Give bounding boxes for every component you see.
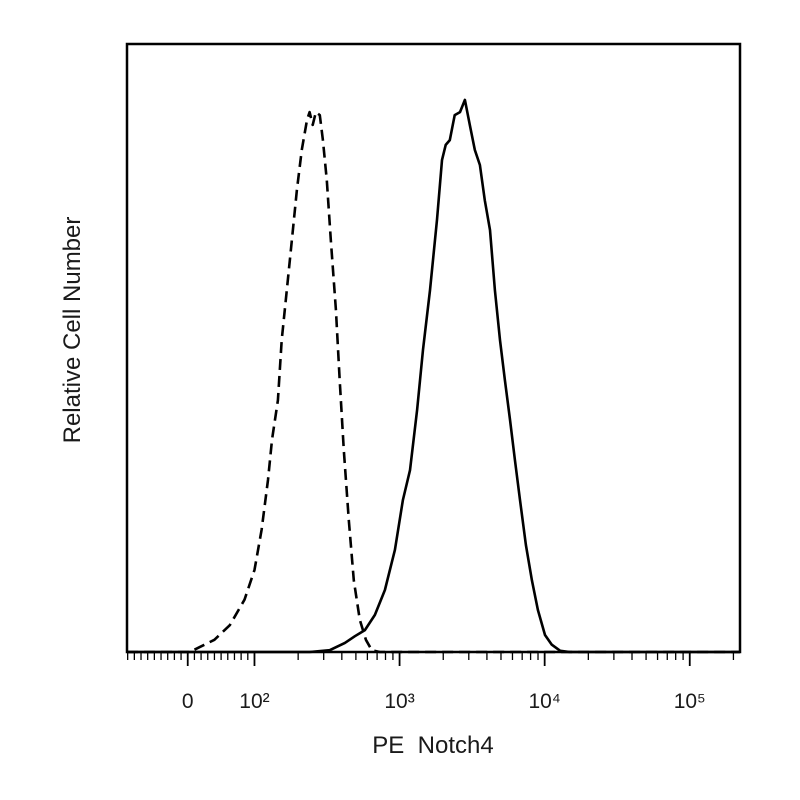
histogram-line	[127, 98, 740, 654]
x-axis-label: PE Notch4	[372, 732, 493, 759]
x-tick-label: 0	[182, 690, 194, 713]
x-tick-label: 10⁴	[528, 690, 560, 713]
plot-frame	[125, 42, 742, 654]
x-tick-label: 10³	[384, 690, 414, 713]
histogram-line	[127, 110, 740, 654]
x-tick-label: 10²	[239, 690, 269, 713]
y-axis-label: Relative Cell Number	[59, 217, 86, 444]
x-tick-label: 10⁵	[674, 690, 706, 713]
